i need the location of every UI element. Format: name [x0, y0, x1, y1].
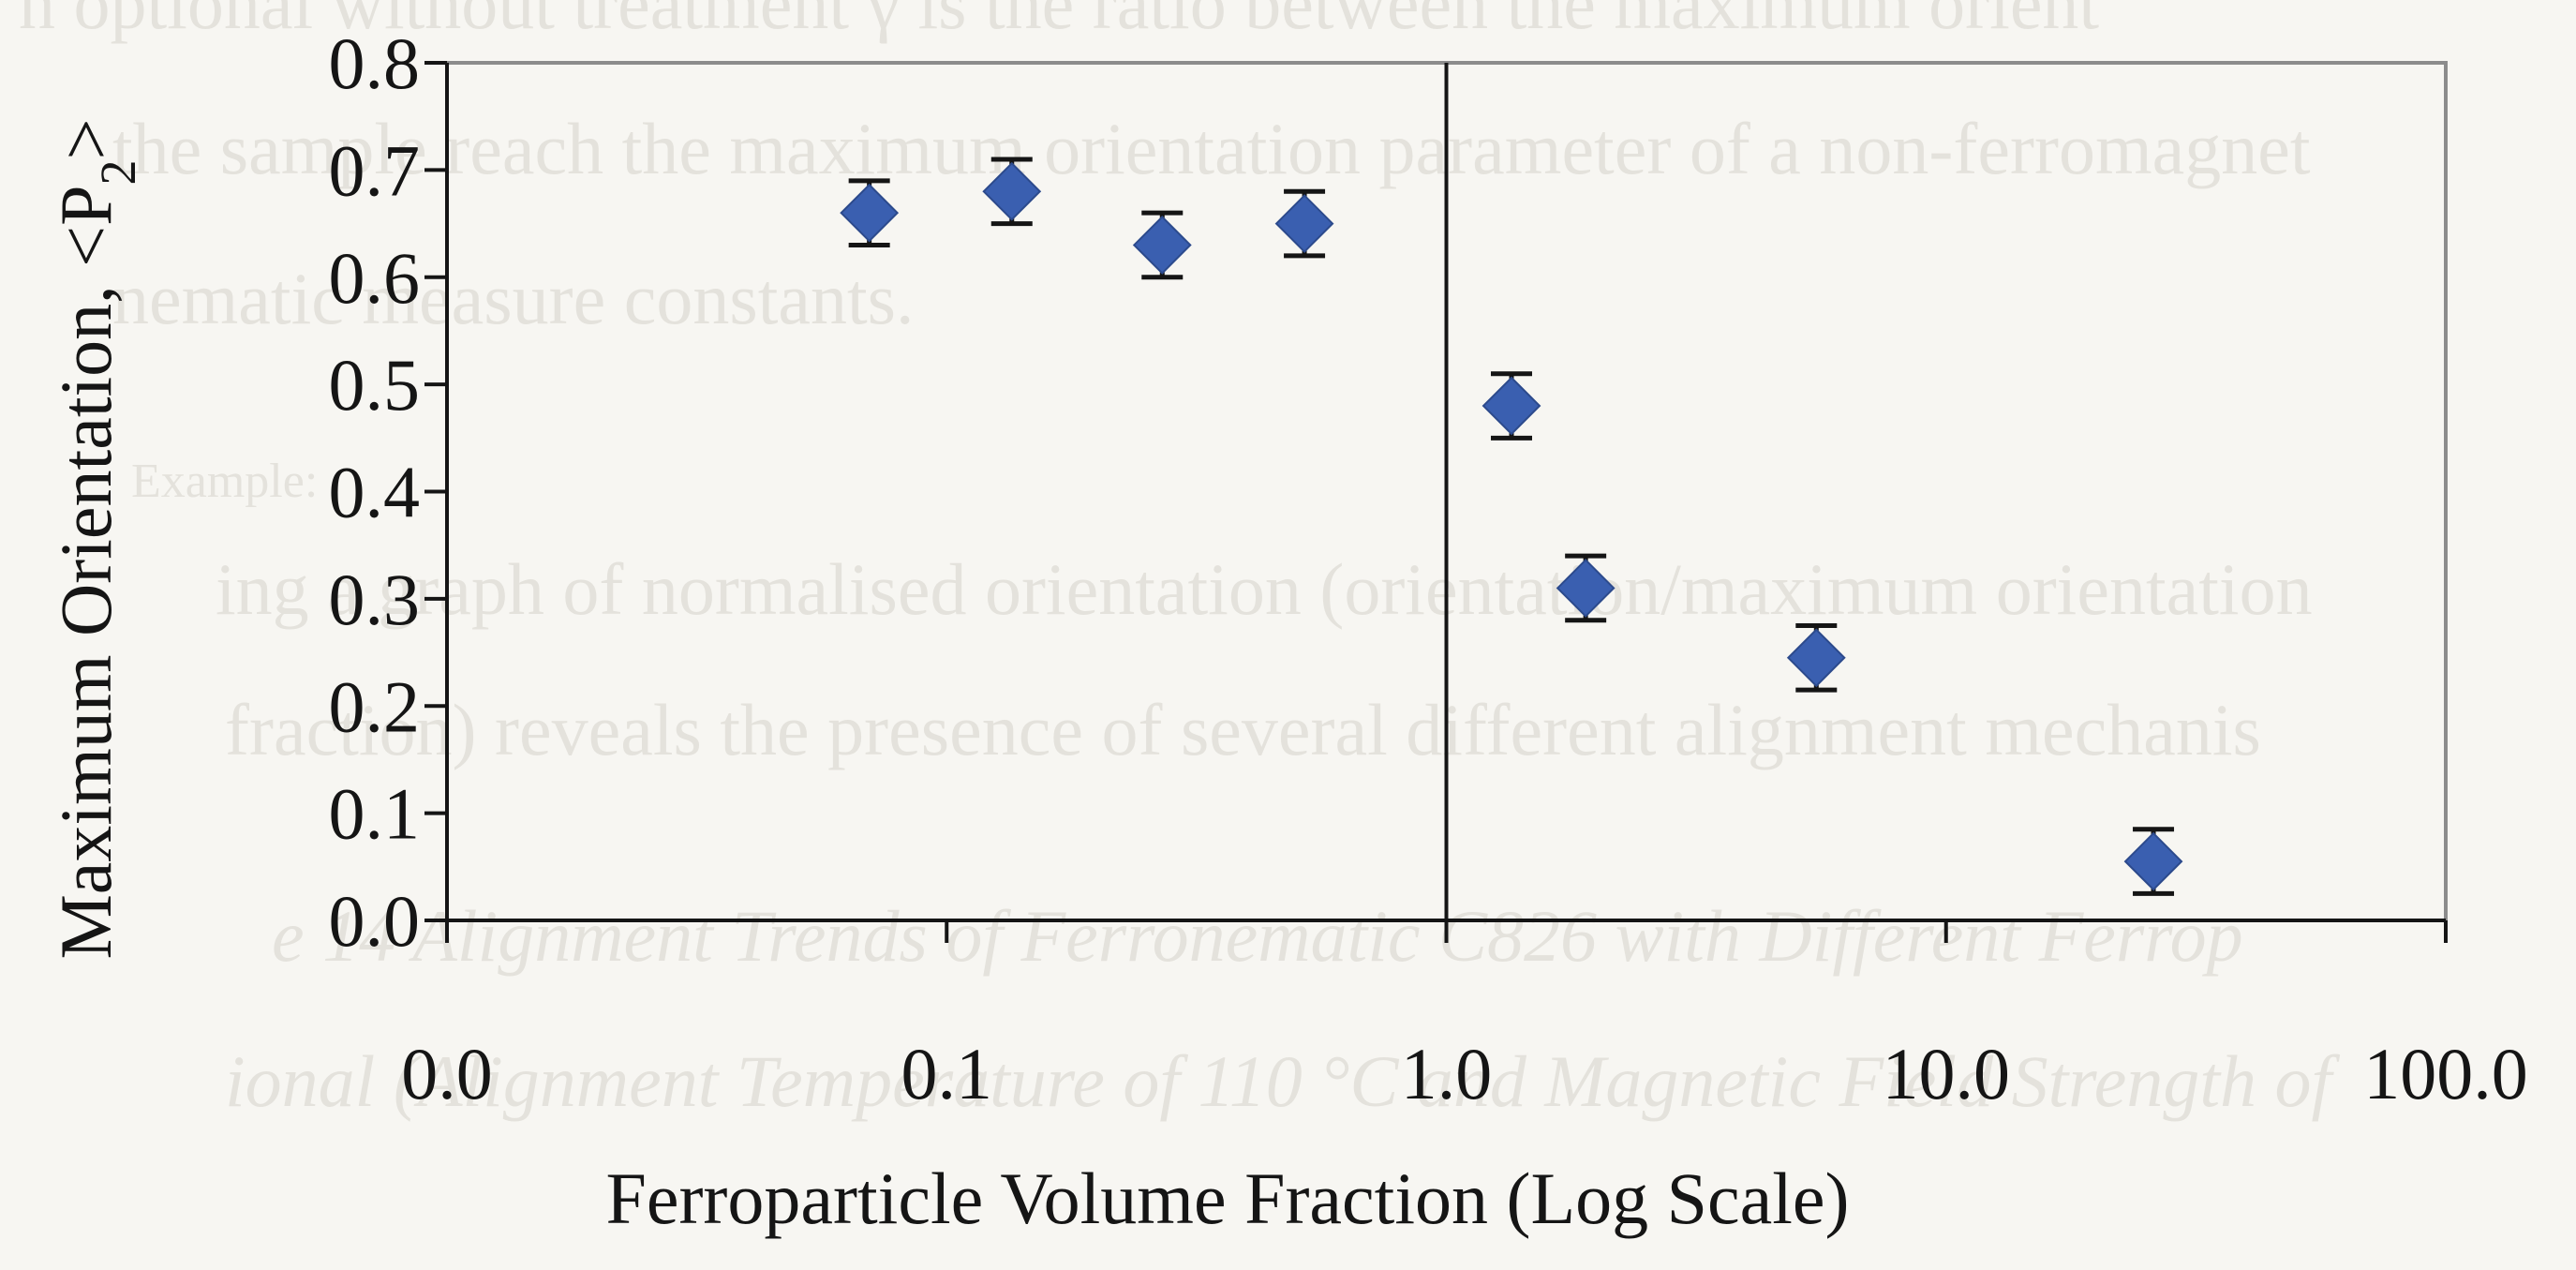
bleed-line: ing a graph of normalised orientation (o… [216, 548, 2313, 630]
y-tick-label: 0.3 [329, 559, 421, 640]
data-point [2123, 827, 2183, 896]
bleed-line: nematic measure constants. [112, 258, 915, 339]
data-point [1482, 371, 1541, 441]
bleed-line: ional (Alignment Temperature of 110 °C a… [225, 1040, 2341, 1122]
data-point [1132, 210, 1192, 280]
diamond-marker [1132, 216, 1192, 275]
y-tick-label: 0.0 [329, 880, 421, 962]
y-tick-label: 0.4 [329, 452, 421, 533]
diamond-marker [2123, 831, 2183, 891]
bleed-line: fraction) reveals the presence of severa… [225, 689, 2261, 770]
bleed-line: n optional without treatment γ is the ra… [19, 0, 2099, 44]
x-axis-title: Ferroparticle Volume Fraction (Log Scale… [605, 1158, 1849, 1239]
bleed-line: the sample reach the maximum orientation… [112, 108, 2311, 189]
y-axis-ticks: 0.0 0.1 0.2 0.3 0.4 0.5 0.6 0.7 0.8 [329, 22, 447, 962]
data-point [982, 157, 1042, 227]
y-tick-label: 0.2 [329, 665, 421, 747]
diamond-marker [1274, 194, 1334, 253]
x-tick-label: 100.0 [2363, 1033, 2528, 1114]
bleed-line: Example: [131, 455, 318, 508]
y-tick-label: 0.7 [329, 129, 421, 211]
y-axis-title-closing: > [45, 118, 127, 159]
y-axis-title: Maximum Orientation, <P2> [45, 118, 146, 959]
bleed-line: e 14 Alignment Trends of Ferronematic C8… [272, 895, 2243, 977]
data-points [840, 157, 2183, 896]
y-tick-label: 0.6 [329, 237, 421, 319]
x-tick-label: 0.0 [401, 1033, 493, 1114]
diamond-marker [840, 183, 900, 243]
y-tick-label: 0.1 [329, 773, 421, 855]
y-tick-label: 0.5 [329, 344, 421, 426]
y-axis-title-main: Maximum Orientation, <P [45, 185, 127, 959]
data-point [1274, 188, 1334, 259]
data-point [1786, 622, 1846, 693]
diamond-marker [1786, 628, 1846, 688]
y-axis-title-subscript: 2 [90, 159, 146, 185]
x-tick-label: 10.0 [1883, 1033, 2011, 1114]
x-tick-label: 1.0 [1401, 1033, 1493, 1114]
x-axis-ticks: 0.0 0.1 1.0 10.0 100.0 [401, 920, 2528, 1114]
diamond-marker [1556, 559, 1616, 618]
x-tick-label: 0.1 [901, 1033, 993, 1114]
diamond-marker [982, 161, 1042, 221]
diamond-marker [1482, 376, 1541, 436]
y-tick-label: 0.8 [329, 22, 421, 104]
data-point [840, 178, 900, 247]
data-point [1556, 553, 1616, 623]
